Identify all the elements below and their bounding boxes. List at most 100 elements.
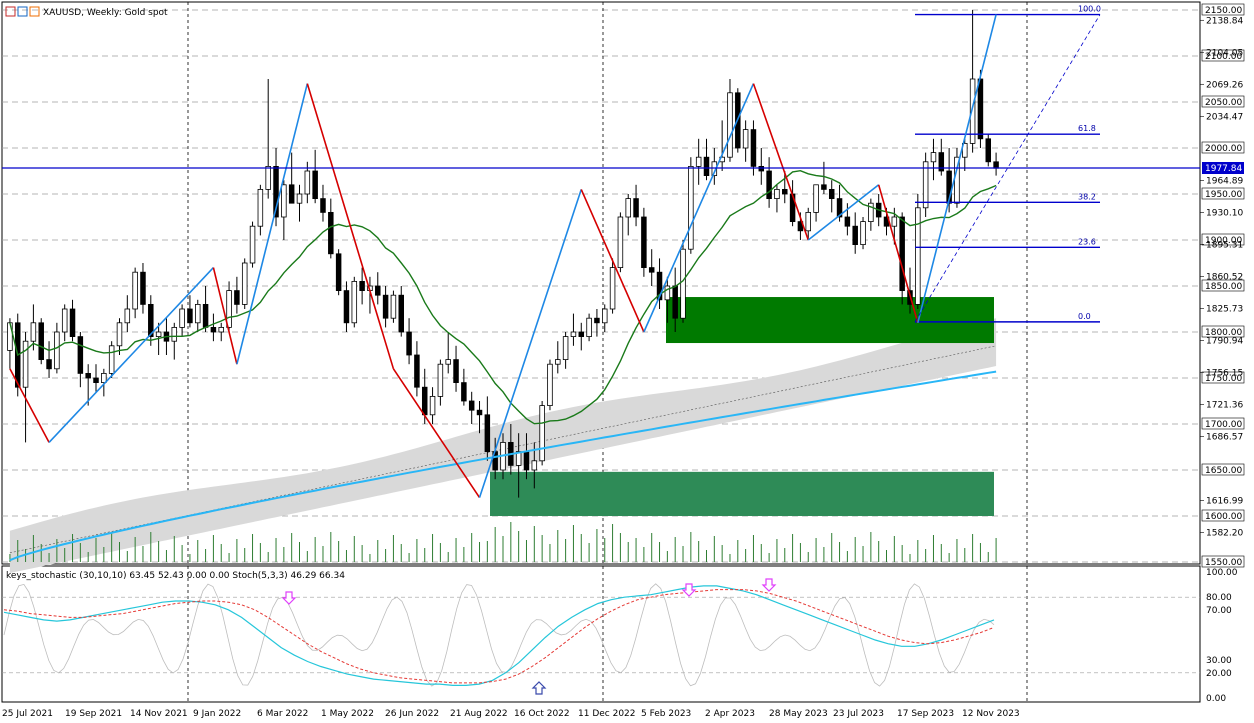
bull-candle: [22, 340, 29, 388]
price-level-label: 1950.00: [1205, 190, 1242, 200]
price-level-box: [1201, 417, 1245, 430]
bear-candle: [312, 170, 318, 200]
bull-candle: [61, 308, 68, 333]
bull-candle: [742, 129, 749, 149]
demand-zones: [490, 297, 994, 516]
time-label: 11 Dec 2022: [578, 709, 636, 719]
bear-candle: [288, 184, 295, 204]
bear-candle: [398, 294, 404, 333]
bear-candle: [414, 354, 420, 388]
price-level-box: [1201, 233, 1245, 246]
price-tick-label: 1964.89: [1206, 176, 1243, 186]
bear-candle: [766, 170, 772, 200]
bull-candle: [969, 78, 976, 144]
bear-candle: [899, 216, 905, 291]
bear-candle: [382, 294, 389, 319]
price-level-box: [1201, 371, 1245, 384]
fib-level-label: 23.6: [1078, 237, 1096, 246]
bear-candle: [148, 303, 154, 337]
time-label: 1 May 2022: [321, 709, 374, 719]
bull-candle: [296, 193, 303, 204]
moving-averages: [9, 169, 997, 562]
price-level-box: [1201, 279, 1245, 292]
price-axis: 2150.00 2100.00 2050.00 2000.00 1950.00 1900.…: [1200, 3, 1245, 568]
indicator-frame: [1, 565, 1201, 703]
bear-candle: [641, 216, 647, 268]
green-moving-average: [9, 169, 997, 425]
stoch-axis-label: 30.00: [1206, 656, 1232, 666]
fibonacci-levels[interactable]: 100.0 61.8 38.2 23.6 0.0: [915, 5, 1101, 323]
sell-arrow-icon: [281, 591, 297, 605]
price-level-label: 1650.00: [1205, 466, 1242, 476]
price-level-label: 2050.00: [1205, 98, 1242, 108]
time-label: 12 Nov 2023: [962, 709, 1020, 719]
price-level-box: [1201, 187, 1245, 200]
price-level-label: 1800.00: [1205, 328, 1242, 338]
bear-candle: [468, 400, 475, 411]
bull-candle: [547, 363, 553, 407]
price-level-label: 1750.00: [1205, 374, 1242, 384]
cyan-moving-average: [9, 370, 997, 562]
price-tick-label: 1860.52: [1206, 272, 1243, 282]
bear-candle: [821, 184, 827, 190]
bull-candle: [555, 359, 561, 365]
price-tick-label: 1721.36: [1206, 400, 1243, 410]
bull-candle: [688, 165, 694, 250]
bear-candle: [453, 359, 459, 384]
timeframe-icon[interactable]: [29, 6, 40, 17]
zigzag-down-segment: [9, 368, 50, 443]
indicator-icon[interactable]: [17, 6, 28, 17]
bull-candle: [218, 326, 224, 333]
lower-demand-zone: [490, 471, 994, 516]
zigzag-up-segment: [917, 14, 997, 323]
price-level-box: [1201, 463, 1245, 476]
price-level-label: 1700.00: [1205, 420, 1242, 430]
zigzag-lines: [9, 14, 1101, 499]
price-tick-label: 2104.05: [1206, 48, 1243, 58]
bull-candle: [515, 451, 522, 466]
bull-candle: [617, 216, 624, 268]
zigzag-down-segment: [212, 267, 238, 365]
stoch-axis-label: 70.00: [1206, 606, 1232, 616]
current-price-label: 1977.84: [1205, 164, 1242, 174]
fib-level-label: 61.8: [1078, 124, 1096, 133]
zigzag-down-segment: [580, 189, 645, 333]
price-level-label: 1850.00: [1205, 282, 1242, 292]
bear-candle: [234, 290, 240, 305]
zigzag-down-segment: [877, 184, 919, 324]
zigzag-down-segment: [306, 83, 395, 370]
bear-candle: [648, 267, 655, 273]
bear-candle: [421, 386, 428, 416]
zigzag-up-segment: [48, 267, 214, 443]
fib-level-label: 38.2: [1078, 192, 1096, 201]
price-level-box: [1201, 3, 1245, 16]
bull-candle: [304, 170, 311, 195]
time-label: 16 Oct 2022: [514, 709, 570, 719]
bear-candle: [320, 198, 326, 213]
bull-candle: [915, 207, 921, 305]
bear-candle: [46, 359, 52, 370]
bull-candle: [226, 290, 232, 328]
chart-type-icon[interactable]: [5, 6, 16, 17]
bull-candle: [108, 345, 115, 374]
bear-candle: [273, 165, 279, 218]
bear-candle: [375, 285, 381, 296]
fib-level-label: 100.0: [1078, 5, 1101, 14]
bull-candle: [116, 322, 123, 347]
price-tick-label: 1686.57: [1206, 432, 1243, 442]
bull-candle: [195, 303, 201, 324]
price-level-box: [1201, 141, 1245, 154]
bull-candle: [774, 188, 780, 199]
time-label: 26 Jun 2022: [385, 709, 439, 719]
bear-candle: [672, 285, 678, 319]
time-label: 23 Jul 2023: [833, 709, 884, 719]
bear-candle: [85, 372, 91, 379]
price-level-label: 2150.00: [1205, 6, 1242, 16]
indicator-title: keys_stochastic (30,10,10) 63.45 52.43 0…: [6, 571, 345, 581]
bull-candle: [437, 363, 444, 397]
price-level-label: 1550.00: [1205, 558, 1242, 568]
fib-projection-line: [914, 14, 1101, 323]
bear-candle: [187, 308, 193, 324]
bear-candle: [594, 317, 600, 324]
